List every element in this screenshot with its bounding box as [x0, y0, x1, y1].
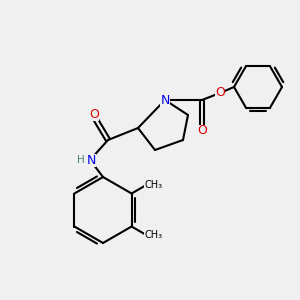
Text: O: O [197, 124, 207, 137]
Text: N: N [86, 154, 96, 166]
Text: O: O [89, 107, 99, 121]
Text: O: O [215, 85, 225, 98]
Text: CH₃: CH₃ [144, 230, 162, 241]
Text: CH₃: CH₃ [144, 179, 162, 190]
Text: N: N [160, 94, 170, 106]
Text: H: H [77, 155, 85, 165]
